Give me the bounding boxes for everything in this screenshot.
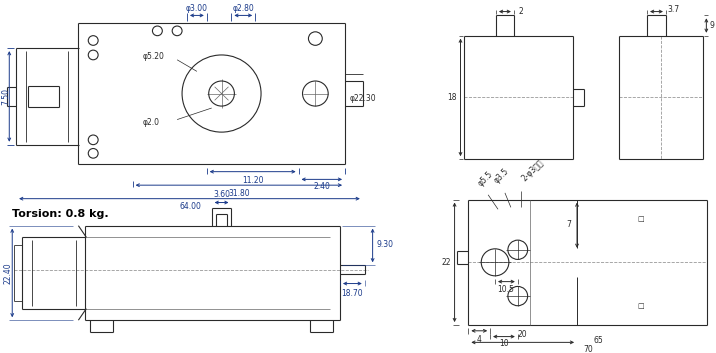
Text: φ5.20: φ5.20 xyxy=(142,52,165,61)
Text: 2-φ3通孔: 2-φ3通孔 xyxy=(520,158,545,183)
Text: 22.40: 22.40 xyxy=(4,262,13,284)
Text: 2: 2 xyxy=(519,7,523,16)
Text: 3.60: 3.60 xyxy=(213,190,230,199)
Text: φ22.30: φ22.30 xyxy=(350,94,377,103)
Text: □: □ xyxy=(638,216,644,222)
Text: 65: 65 xyxy=(594,336,604,345)
Text: □: □ xyxy=(638,303,644,309)
Text: 9: 9 xyxy=(710,20,714,30)
Text: 11.20: 11.20 xyxy=(243,175,264,185)
Text: 10.5: 10.5 xyxy=(498,286,514,294)
Text: 10: 10 xyxy=(499,340,509,348)
Text: 22: 22 xyxy=(441,258,450,267)
Text: 7.50: 7.50 xyxy=(2,88,11,105)
Text: 9.30: 9.30 xyxy=(377,240,394,250)
Text: 3.7: 3.7 xyxy=(668,5,680,14)
Text: φ5.5: φ5.5 xyxy=(476,169,495,188)
Text: φ3.5: φ3.5 xyxy=(493,167,511,185)
Text: 70: 70 xyxy=(583,345,593,353)
Text: 2.40: 2.40 xyxy=(314,182,331,191)
Text: 20: 20 xyxy=(518,329,528,339)
Text: 7: 7 xyxy=(566,220,571,229)
Text: 18.70: 18.70 xyxy=(341,289,363,298)
Text: 18: 18 xyxy=(447,93,457,102)
Text: 64.00: 64.00 xyxy=(179,202,201,210)
Text: φ2.80: φ2.80 xyxy=(233,4,254,12)
Text: Torsion: 0.8 kg.: Torsion: 0.8 kg. xyxy=(12,209,109,219)
Text: 4: 4 xyxy=(477,335,482,344)
Text: φ2.0: φ2.0 xyxy=(142,118,160,127)
Text: 31.80: 31.80 xyxy=(228,189,250,198)
Text: φ3.00: φ3.00 xyxy=(186,4,208,12)
